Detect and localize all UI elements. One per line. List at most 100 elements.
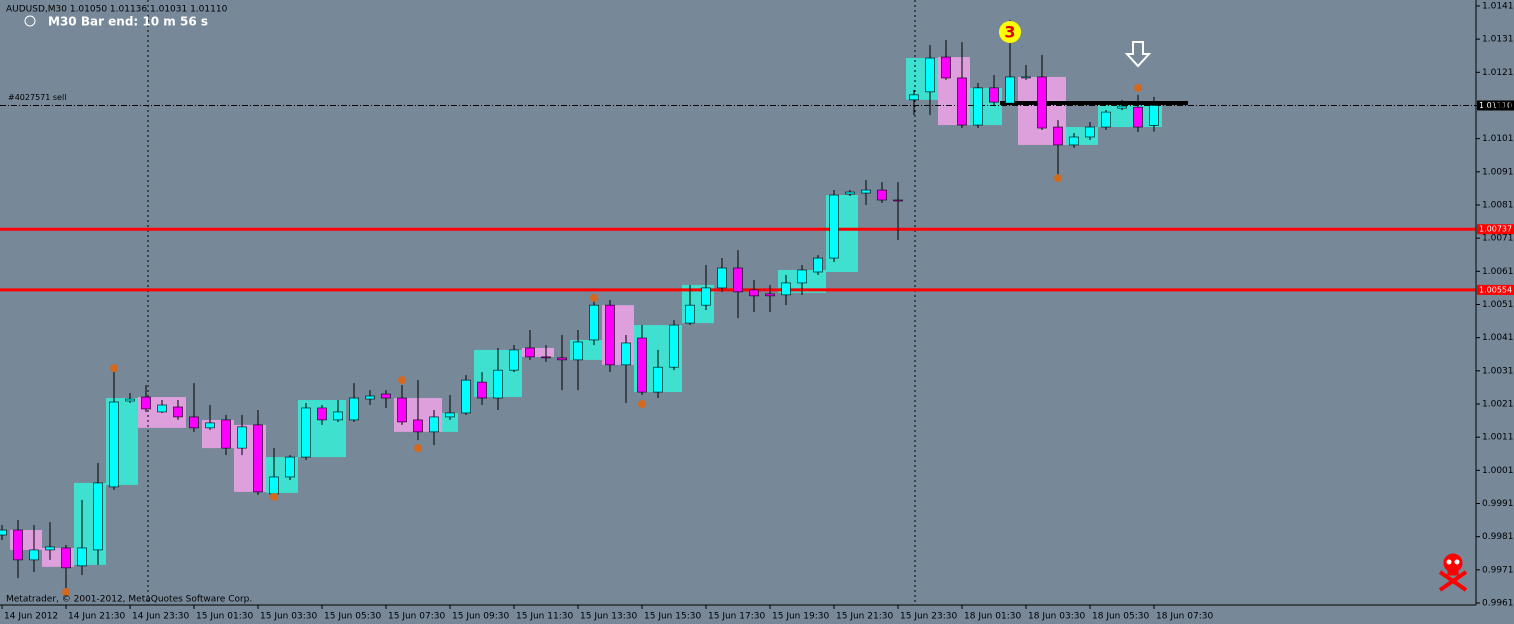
candle-body xyxy=(445,412,455,418)
candle-body xyxy=(1005,76,1015,104)
y-tick-label: 0.99610 xyxy=(1482,599,1514,609)
candle-body xyxy=(845,191,855,195)
y-tick-label: 1.00810 xyxy=(1482,200,1514,210)
x-tick-label: 15 Jun 07:30 xyxy=(388,612,445,622)
candle-body xyxy=(365,395,375,400)
candle-body xyxy=(637,337,647,393)
candle-body xyxy=(669,324,679,368)
candle-body xyxy=(93,482,103,551)
candle-body xyxy=(1149,105,1159,126)
candle-body xyxy=(349,397,359,421)
candle-body xyxy=(333,411,343,421)
order-band xyxy=(1000,101,1188,105)
candles xyxy=(0,19,1159,597)
fractal-marker xyxy=(398,376,406,385)
y-tick-label: 1.01110 xyxy=(1482,101,1514,111)
candle-body xyxy=(861,189,871,194)
x-tick-label: 18 Jun 01:30 xyxy=(964,612,1021,622)
x-tick-label: 15 Jun 05:30 xyxy=(324,612,381,622)
x-tick-label: 18 Jun 03:30 xyxy=(1028,612,1085,622)
x-tick-label: 15 Jun 03:30 xyxy=(260,612,317,622)
candle-body xyxy=(1133,106,1143,128)
candle-body xyxy=(925,57,935,93)
y-tick-label: 1.00110 xyxy=(1482,433,1514,443)
candle-body xyxy=(253,424,263,493)
signal-arrow xyxy=(1124,41,1152,68)
candle-body xyxy=(781,282,791,296)
candle-body xyxy=(653,366,663,393)
x-tick-label: 15 Jun 19:30 xyxy=(772,612,829,622)
order-label: #4027571 sell xyxy=(8,93,66,102)
zone xyxy=(522,347,554,357)
y-tick-label: 1.00310 xyxy=(1482,366,1514,376)
candle-body xyxy=(397,397,407,423)
candle-body xyxy=(109,401,119,488)
candle-body xyxy=(797,269,807,284)
symbol-header: AUDUSD,M30 1.01050 1.01136 1.01031 1.011… xyxy=(6,5,228,15)
x-tick-label: 15 Jun 09:30 xyxy=(452,612,509,622)
x-tick-label: 15 Jun 21:30 xyxy=(836,612,893,622)
candle-body xyxy=(685,304,695,324)
fractal-marker xyxy=(62,588,70,597)
signal-number: 3 xyxy=(1004,23,1015,42)
candle-body xyxy=(77,547,87,567)
candle-body xyxy=(957,77,967,126)
level-tag xyxy=(1477,284,1514,295)
candle-body xyxy=(493,369,503,399)
candle-body xyxy=(301,407,311,458)
fractal-marker xyxy=(590,293,598,302)
y-tick-label: 1.01210 xyxy=(1482,68,1514,78)
timer-icon xyxy=(24,15,36,27)
candle-body xyxy=(477,381,487,399)
zone xyxy=(1098,103,1162,128)
x-tick-label: 14 Jun 23:30 xyxy=(132,612,189,622)
candle-body xyxy=(1085,126,1095,138)
candle-body xyxy=(221,419,231,449)
candle-body xyxy=(1117,105,1127,109)
signal-circle xyxy=(999,21,1021,43)
candle-body xyxy=(317,407,327,421)
y-tick-label: 1.00410 xyxy=(1482,333,1514,343)
y-tick-label: 1.00210 xyxy=(1482,399,1514,409)
candle-body xyxy=(765,293,775,297)
candle-body xyxy=(141,396,151,410)
candle-body xyxy=(13,529,23,561)
candle-body xyxy=(829,194,839,259)
candle-body xyxy=(1053,126,1063,146)
candle-body xyxy=(749,289,759,297)
candle-body xyxy=(461,379,471,414)
x-tick-label: 14 Jun 21:30 xyxy=(68,612,125,622)
fractal-marker xyxy=(638,399,646,408)
candle-body xyxy=(941,56,951,79)
level-label: 1.00554 xyxy=(1479,285,1512,294)
candle-body xyxy=(909,94,919,101)
zone xyxy=(442,412,458,432)
candle-body xyxy=(429,416,439,433)
x-tick-label: 15 Jun 15:30 xyxy=(644,612,701,622)
x-tick-label: 18 Jun 07:30 xyxy=(1156,612,1213,622)
bar-timer: M30 Bar end: 10 m 56 s xyxy=(48,15,208,29)
x-tick-label: 15 Jun 17:30 xyxy=(708,612,765,622)
level-label: 1.00737 xyxy=(1479,225,1512,234)
skull-icon xyxy=(1438,553,1468,592)
y-tick-label: 1.01010 xyxy=(1482,134,1514,144)
candle-body xyxy=(1069,136,1079,146)
candle-body xyxy=(573,341,583,361)
level-tag xyxy=(1477,224,1514,235)
bid-label: 1.01110 xyxy=(1479,101,1512,110)
candle-body xyxy=(157,404,167,413)
candle-body xyxy=(45,546,55,551)
candle-body xyxy=(877,189,887,201)
candle-body xyxy=(733,267,743,293)
copyright: Metatrader, © 2001-2012, MetaQuotes Soft… xyxy=(6,595,252,605)
candle-body xyxy=(125,398,135,402)
y-tick-label: 1.00910 xyxy=(1482,167,1514,177)
x-tick-label: 14 Jun 2012 xyxy=(4,612,58,622)
candle-body xyxy=(509,349,519,371)
candle-body xyxy=(973,87,983,126)
